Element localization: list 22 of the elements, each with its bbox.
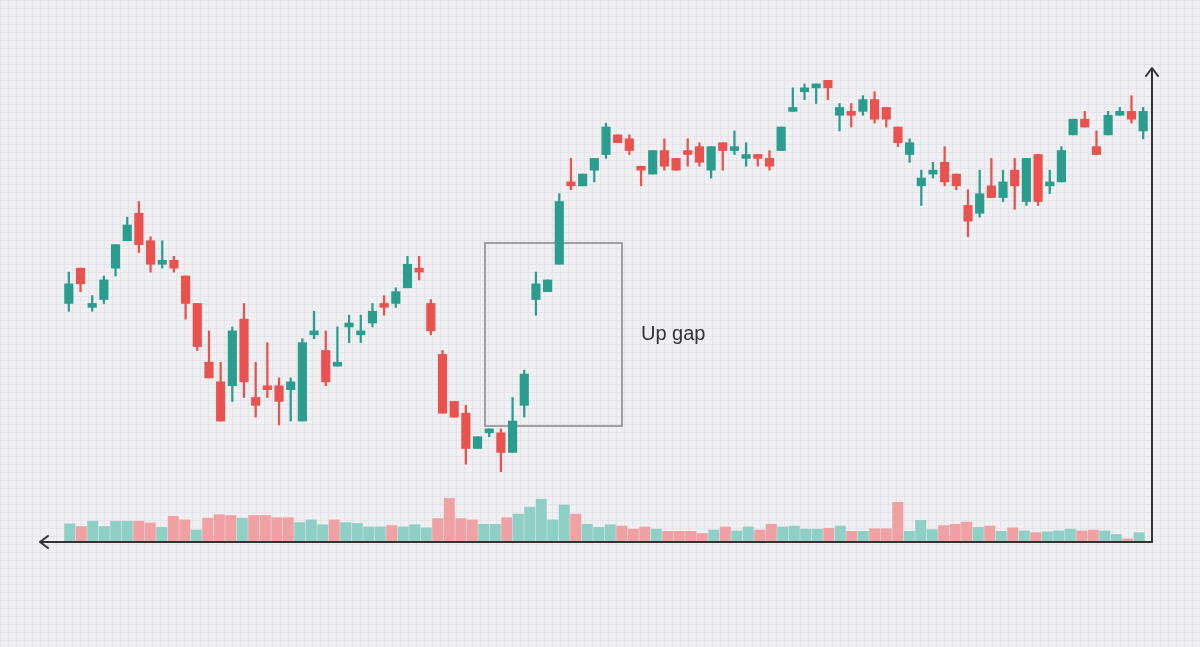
bar xyxy=(650,528,662,542)
bar xyxy=(1133,532,1145,542)
bar xyxy=(846,531,858,542)
bar xyxy=(501,517,513,542)
bar xyxy=(1007,527,1019,542)
bar xyxy=(236,517,248,542)
bar xyxy=(857,531,869,542)
bar xyxy=(1030,532,1042,542)
bar xyxy=(972,527,984,542)
bar xyxy=(156,527,168,542)
bar xyxy=(823,527,835,542)
bar xyxy=(328,519,340,542)
bar xyxy=(386,525,398,542)
bar xyxy=(984,525,996,542)
bar xyxy=(75,526,87,542)
bar xyxy=(719,526,731,542)
annotation: Up gap xyxy=(641,322,706,345)
bar xyxy=(64,523,76,542)
bar xyxy=(995,531,1007,542)
candlestick xyxy=(729,130,740,155)
bar xyxy=(570,513,582,542)
bar xyxy=(834,525,846,542)
